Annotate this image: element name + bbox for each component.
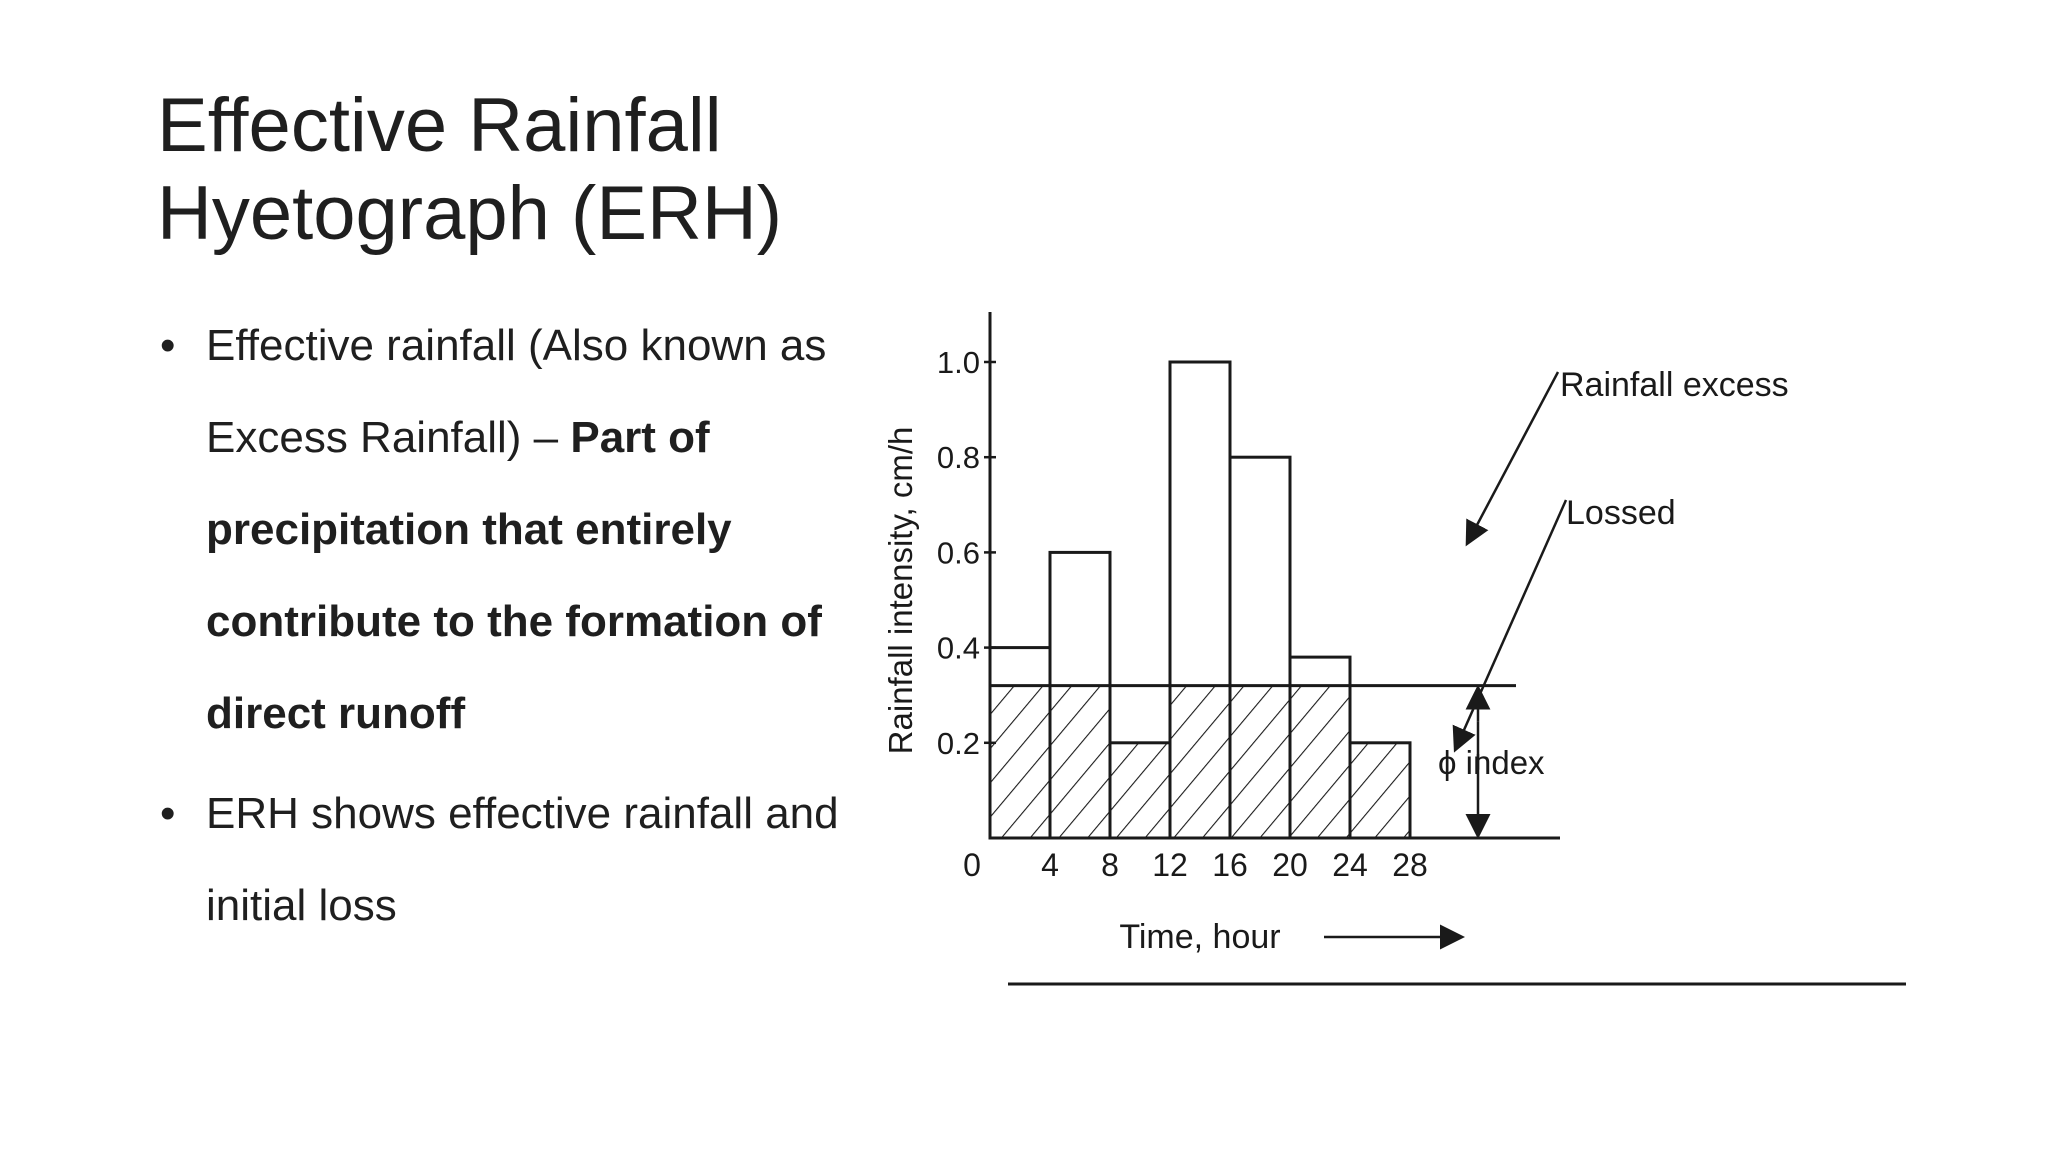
x-tick-label-24: 24	[1332, 847, 1368, 883]
loss-hatch-bin-5	[1290, 685, 1350, 838]
bullet-dot-icon: •	[160, 321, 176, 370]
loss-hatch-bin-6	[1350, 742, 1410, 838]
phi-index-label: ϕ index	[1438, 744, 1545, 781]
y-tick-label-0.4: 0.4	[937, 631, 980, 666]
y-tick-label-1.0: 1.0	[937, 345, 980, 380]
loss-hatch-bin-4	[1230, 685, 1290, 838]
bars-group	[988, 360, 1412, 840]
x-tick-label-0: 0	[963, 847, 981, 883]
bullet-text-plain: Effective rainfall (Also known as Excess…	[206, 321, 827, 462]
bullet-item-erh: • ERH shows effective rainfall and initi…	[160, 768, 840, 952]
loss-hatch-bin-3	[1170, 685, 1230, 838]
slide-title-line-2: Hyetograph (ERH)	[157, 171, 783, 256]
ticks-group: 0 4 8 12 16 20 24 28 0.2 0.4 0.6 0.8 1.0	[937, 345, 1428, 883]
loss-hatch-bin-0	[990, 685, 1050, 838]
loss-hatch-bin-2	[1110, 742, 1170, 838]
hyetograph-chart: 0 4 8 12 16 20 24 28 0.2 0.4 0.6 0.8 1.0 Time, hour R…	[860, 150, 1920, 1000]
x-tick-label-8: 8	[1101, 847, 1119, 883]
x-axis-label: Time, hour	[1119, 918, 1280, 956]
hyetograph-svg: 0 4 8 12 16 20 24 28 0.2 0.4 0.6 0.8 1.0 Time, hour R…	[882, 312, 1906, 986]
y-tick-label-0.6: 0.6	[937, 535, 980, 570]
lossed-label: Lossed	[1566, 494, 1676, 532]
x-tick-label-20: 20	[1272, 847, 1308, 883]
bullet-dot-icon: •	[160, 789, 176, 838]
loss-hatch-bin-1	[1050, 685, 1110, 838]
bullet-text-bold: Part of precipitation that entirely cont…	[206, 413, 822, 738]
y-tick-label-0.8: 0.8	[937, 440, 980, 475]
x-tick-label-16: 16	[1212, 847, 1248, 883]
slide-title-line-1: Effective Rainfall	[157, 83, 722, 168]
y-tick-label-0.2: 0.2	[937, 726, 980, 761]
y-axis-label: Rainfall intensity, cm/h	[882, 427, 919, 755]
loss-region	[990, 685, 1410, 838]
axes-group	[988, 312, 1560, 840]
lossed-arrow	[1452, 499, 1568, 753]
rainfall-excess-label: Rainfall excess	[1560, 366, 1789, 404]
bullet-list: • Effective rainfall (Also known as Exce…	[160, 300, 840, 952]
bullet-text-plain: ERH shows effective rainfall and initial…	[206, 789, 839, 930]
x-tick-label-28: 28	[1392, 847, 1428, 883]
annotations-group: Time, hour Rainfall intensity, cm/h Rainfa…	[882, 366, 1906, 986]
bullet-item-effective-rainfall: • Effective rainfall (Also known as Exce…	[160, 300, 840, 760]
x-tick-label-12: 12	[1152, 847, 1188, 883]
x-tick-label-4: 4	[1041, 847, 1059, 883]
slide-title: Effective Rainfall Hyetograph (ERH)	[157, 82, 857, 258]
rainfall-excess-arrow	[1465, 371, 1560, 547]
